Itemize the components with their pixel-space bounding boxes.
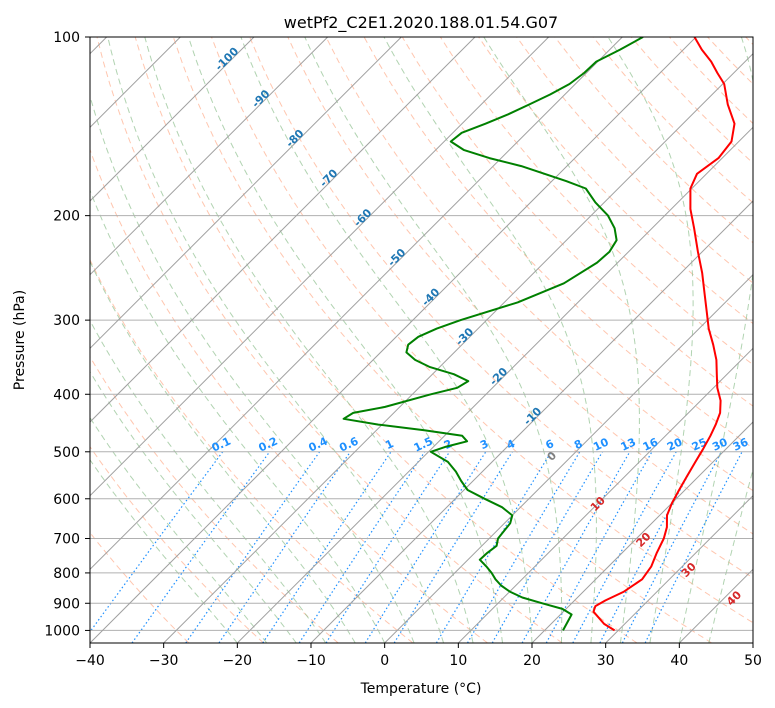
isotherm bbox=[310, 200, 753, 643]
dry-adiabat bbox=[211, 37, 753, 624]
moist-adiabat bbox=[90, 416, 268, 643]
moist-adiabat bbox=[483, 37, 640, 643]
y-tick-label: 200 bbox=[53, 209, 80, 225]
plot-frame bbox=[89, 36, 754, 644]
x-tick-label: 50 bbox=[744, 653, 762, 669]
series-dewpoint-line bbox=[342, 37, 644, 631]
mixing-ratio-line bbox=[218, 451, 351, 643]
mixing-ratio-line bbox=[325, 451, 451, 643]
dry-adiabats bbox=[90, 37, 753, 643]
y-axis-title: Pressure (hPa) bbox=[12, 290, 28, 390]
dry-adiabat bbox=[90, 445, 264, 643]
dry-adiabat bbox=[249, 37, 753, 579]
mixing-ratio-line bbox=[572, 451, 677, 643]
moist-adiabat bbox=[90, 319, 327, 643]
y-tick-label: 700 bbox=[53, 532, 80, 548]
x-tick-label: −20 bbox=[223, 653, 253, 669]
x-tick-label: 20 bbox=[523, 653, 541, 669]
dry-adiabat bbox=[134, 37, 638, 643]
moist-adiabat bbox=[90, 260, 356, 643]
mixing-ratio-line bbox=[599, 451, 702, 643]
moist-adiabat bbox=[383, 37, 597, 643]
moist-adiabat bbox=[107, 37, 445, 643]
moist-adiabat bbox=[678, 37, 753, 643]
isotherm bbox=[163, 52, 753, 643]
mixing-ratio-label: 25 bbox=[690, 436, 709, 454]
mixing-ratio-label: 16 bbox=[641, 435, 661, 453]
x-tick-label: −10 bbox=[296, 653, 326, 669]
isotherm bbox=[90, 37, 329, 276]
isotherm bbox=[90, 37, 402, 350]
mixing-ratio-line bbox=[131, 451, 271, 643]
mixing-ratio-line bbox=[545, 451, 653, 643]
mixing-ratio-label: 10 bbox=[591, 435, 611, 453]
moist-adiabat bbox=[144, 37, 474, 643]
pressure-gridlines bbox=[90, 37, 753, 631]
y-tick-label: 1000 bbox=[44, 623, 80, 639]
sounding-profiles bbox=[342, 37, 736, 632]
isotherm bbox=[457, 347, 753, 643]
x-axis-ticks: −40 −30 −20 −10 0 10 20 30 40 50 bbox=[75, 643, 762, 669]
series-temperature-line bbox=[592, 37, 736, 632]
dry-adiabat bbox=[287, 37, 753, 535]
mixing-ratio-line bbox=[435, 451, 552, 643]
x-tick-label: −30 bbox=[149, 653, 179, 669]
y-tick-label: 900 bbox=[53, 596, 80, 612]
y-tick-label: 300 bbox=[53, 313, 80, 329]
x-tick-label: 30 bbox=[597, 653, 615, 669]
skewed-isotherms bbox=[90, 37, 753, 643]
y-tick-label: 500 bbox=[53, 445, 80, 461]
moist-adiabat bbox=[188, 37, 503, 643]
isotherm bbox=[90, 37, 623, 571]
y-tick-label: 600 bbox=[53, 492, 80, 508]
dry-adiabat bbox=[172, 37, 712, 643]
mixing-ratio-line bbox=[521, 451, 631, 643]
mixing-ratio-line bbox=[90, 451, 224, 633]
isotherm bbox=[90, 37, 476, 423]
mixing-ratio-line bbox=[644, 451, 743, 643]
moist-adiabat bbox=[607, 37, 694, 643]
moist-adiabat bbox=[708, 467, 753, 643]
y-tick-label: 100 bbox=[53, 30, 80, 46]
dry-adiabat bbox=[90, 258, 414, 643]
moist-adiabat bbox=[90, 458, 238, 643]
mixing-ratio-label: 36 bbox=[731, 435, 751, 453]
y-tick-label: 800 bbox=[53, 566, 80, 582]
mixing-ratio-label: 20 bbox=[665, 435, 685, 453]
moist-adiabat bbox=[90, 189, 386, 643]
mixing-ratio-line bbox=[185, 451, 321, 643]
mixing-ratio-line bbox=[298, 451, 426, 643]
x-tick-label: 0 bbox=[380, 653, 389, 669]
x-tick-label: 10 bbox=[449, 653, 467, 669]
isotherm bbox=[90, 37, 550, 497]
mixing-ratio-line bbox=[364, 451, 487, 643]
x-tick-label: −40 bbox=[75, 653, 105, 669]
moist-adiabat bbox=[90, 370, 297, 643]
y-axis-ticks: 100 200 300 400 500 600 700 800 900 1000 bbox=[44, 30, 90, 639]
dry-adiabat bbox=[96, 37, 563, 643]
isotherm bbox=[90, 37, 255, 202]
x-axis-title: Temperature (°C) bbox=[360, 681, 482, 697]
mixing-ratio-line bbox=[262, 451, 392, 643]
dry-adiabat bbox=[90, 355, 339, 643]
mixing-ratio-label: 30 bbox=[710, 435, 730, 453]
isotherm bbox=[605, 494, 753, 643]
x-tick-label: 40 bbox=[670, 653, 688, 669]
isotherm bbox=[531, 421, 753, 643]
chart-title: wetPf2_C2E1.2020.188.01.54.G07 bbox=[284, 13, 558, 33]
isotherm bbox=[236, 126, 753, 643]
mixing-ratio-lines bbox=[90, 451, 743, 643]
y-tick-label: 400 bbox=[53, 387, 80, 403]
moist-adiabat bbox=[240, 37, 533, 643]
isotherm bbox=[90, 37, 697, 643]
dry-adiabat bbox=[325, 37, 753, 492]
dry-adiabat bbox=[516, 37, 753, 284]
moist-adiabat bbox=[304, 37, 563, 643]
isotherm bbox=[384, 273, 753, 643]
mixing-ratio-label: 13 bbox=[619, 436, 638, 454]
